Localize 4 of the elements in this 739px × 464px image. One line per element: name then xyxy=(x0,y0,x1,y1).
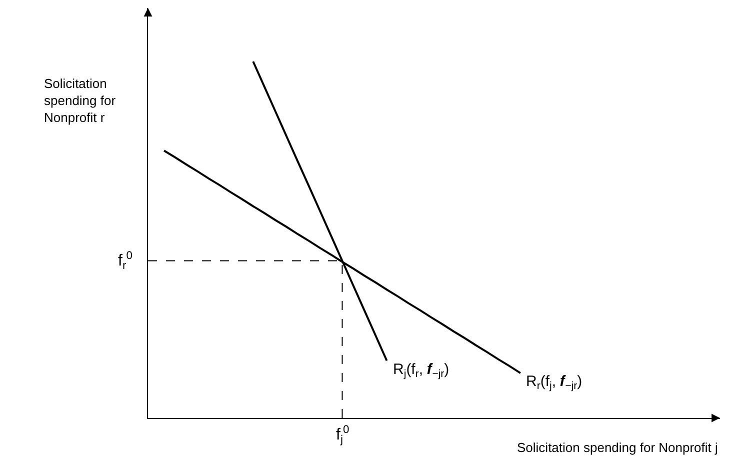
series-label: R$_{j}$(f$_{r}$, 𝒇$_{−jr}$) xyxy=(393,361,450,380)
series-label: R$_{r}$(f$_{j}$, 𝒇$_{−jr}$) xyxy=(526,373,582,392)
y-axis-title: Solicitation spending for Nonprofit r xyxy=(44,76,116,125)
x-axis-title: Solicitation spending for Nonprofit j xyxy=(517,440,718,455)
